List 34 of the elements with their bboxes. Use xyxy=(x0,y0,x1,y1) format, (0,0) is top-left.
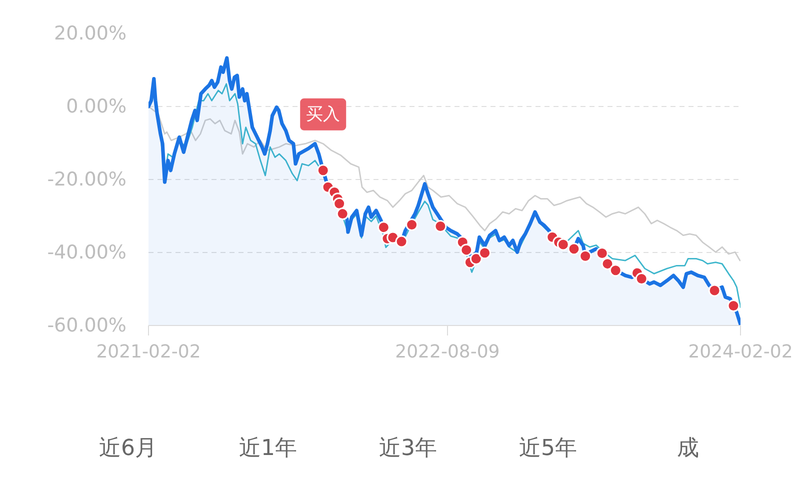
text: 近5年 xyxy=(518,435,578,463)
text: 成 xyxy=(676,435,700,463)
point xyxy=(336,208,349,220)
point xyxy=(556,238,570,251)
point xyxy=(377,221,390,234)
annotation: 买入 xyxy=(306,104,340,124)
point xyxy=(316,164,330,177)
point xyxy=(601,258,614,270)
y-tick-label: 0.00% xyxy=(66,96,126,118)
point xyxy=(579,250,592,262)
y-tick-label: -40.00% xyxy=(47,242,127,264)
point xyxy=(406,218,418,231)
point xyxy=(478,246,492,260)
y-tick-label: 20.00% xyxy=(54,22,127,44)
point xyxy=(434,220,447,232)
text: 近3年 xyxy=(378,435,438,463)
point xyxy=(635,272,648,286)
point xyxy=(470,252,482,265)
text: 近1年 xyxy=(238,435,298,463)
y-tick-label: -60.00% xyxy=(47,314,127,336)
point xyxy=(395,235,408,248)
x-tick-label: 2022-08-09 xyxy=(395,342,500,362)
x-tick-label: 2021-02-02 xyxy=(96,342,201,362)
point xyxy=(568,242,580,256)
point xyxy=(609,264,622,277)
point xyxy=(596,246,608,260)
text: 近6月 xyxy=(98,435,158,463)
y-tick-label: -20.00% xyxy=(47,168,127,190)
x-tick-label: 2024-02-02 xyxy=(688,342,793,362)
point xyxy=(708,284,721,297)
point xyxy=(333,197,346,210)
point xyxy=(727,300,740,312)
line-series xyxy=(148,106,740,262)
point xyxy=(460,244,473,256)
